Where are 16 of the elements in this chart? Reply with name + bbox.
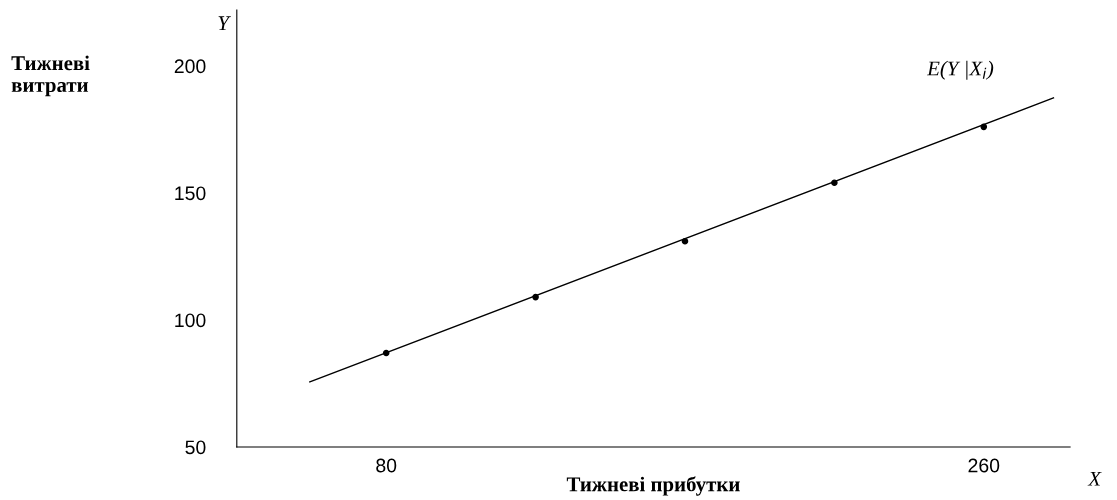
y-tick-label: 100 bbox=[175, 313, 206, 328]
text: Y bbox=[218, 16, 231, 31]
point bbox=[532, 293, 539, 301]
text: X bbox=[1087, 471, 1102, 486]
y-axis-title: Тижневі витрати bbox=[11, 55, 90, 97]
y-tick-label: 200 bbox=[174, 59, 206, 74]
point bbox=[831, 179, 838, 187]
y-tick-label: 50 bbox=[185, 440, 206, 455]
x-tick-label: 260 bbox=[968, 458, 1000, 473]
point bbox=[980, 123, 988, 131]
annotation: E(Y |X$_{i}$) bbox=[926, 60, 994, 80]
y-tick-label: 150 bbox=[175, 186, 206, 201]
x-axis-title: Тижневі прибутки bbox=[566, 476, 740, 496]
point bbox=[382, 349, 390, 357]
point bbox=[681, 237, 689, 245]
x-tick-label: 80 bbox=[376, 458, 397, 473]
